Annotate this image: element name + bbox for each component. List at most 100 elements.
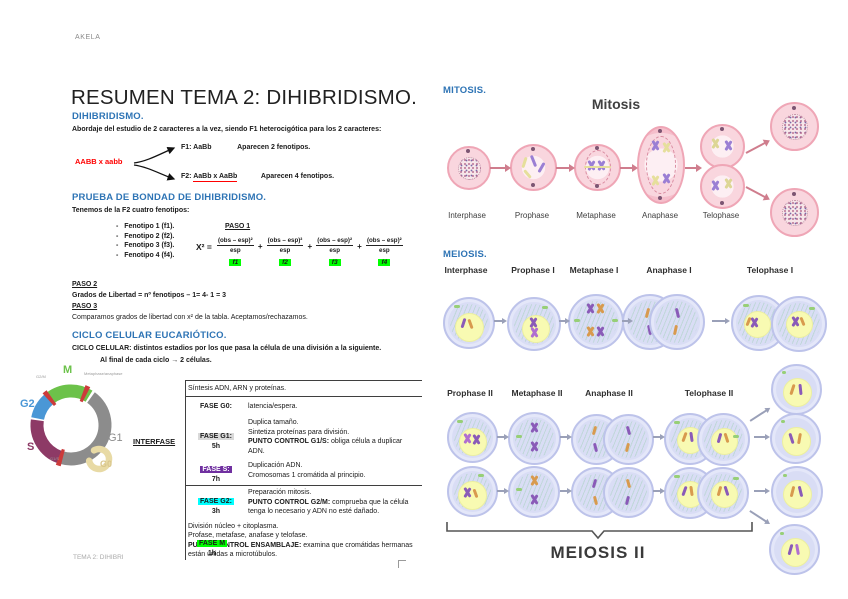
wheel-label-m: M bbox=[63, 364, 73, 376]
section-heading-dihibridismo: DIHIBRIDISMO. bbox=[72, 111, 144, 122]
meiosis-stage-label: Prophase I bbox=[511, 265, 555, 275]
stage-arrow bbox=[497, 488, 509, 493]
paso-2-label: PASO 2 bbox=[72, 281, 98, 288]
ciclo-def-bold: CICLO CELULAR: bbox=[72, 345, 132, 352]
formula-term: (obs – esp)² esp f1 bbox=[215, 237, 256, 266]
section-heading-meiosis: MEIOSIS. bbox=[443, 249, 487, 260]
paso-1-label: PASO 1 bbox=[225, 223, 251, 230]
chi-lhs: X² = bbox=[196, 242, 212, 252]
mitosis-daughter-cell-top bbox=[770, 102, 819, 151]
centrosome-dot bbox=[720, 201, 724, 205]
formula-term: (obs – esp)² esp f4 bbox=[364, 237, 405, 266]
centrosome-speck bbox=[542, 306, 548, 309]
desc-line: PUNTO CONTROL G1/S: obliga célula a dupl… bbox=[248, 437, 420, 456]
desc-text: examina que cromátidas hermanas están un… bbox=[188, 541, 413, 559]
centrosome-speck bbox=[674, 421, 680, 424]
fraction: (obs – esp)² esp bbox=[316, 237, 354, 254]
centrosome-speck bbox=[809, 307, 815, 310]
chromosome-mark bbox=[530, 475, 539, 486]
denominator: esp bbox=[329, 247, 340, 254]
stage-arrow bbox=[560, 434, 572, 439]
stage-arrow-diagonal-down bbox=[745, 186, 766, 199]
denominator: esp bbox=[379, 247, 390, 254]
centrosome-speck bbox=[516, 488, 522, 491]
chromosome-mark bbox=[584, 166, 611, 168]
meiosis-cell-interphase bbox=[443, 297, 495, 349]
meiosis-stage-label: Metaphase II bbox=[511, 388, 563, 398]
mitosis-daughter-cell-bottom bbox=[770, 188, 819, 237]
dihibridismo-intro: Abordaje del estudio de 2 caracteres a l… bbox=[72, 126, 382, 133]
centrosome-speck bbox=[454, 305, 460, 308]
desc-line: Duplica tamaño. bbox=[248, 419, 299, 426]
ciclo-def-text: distintos estadios por los que pasa la c… bbox=[131, 345, 382, 352]
paso-2-text: Grados de Libertad = nº fenotipos – 1= 4… bbox=[72, 292, 227, 299]
interfase-label: INTERFASE bbox=[133, 437, 176, 446]
list-item: - Fenotipo 4 (f4). bbox=[116, 251, 174, 261]
page-footer: TEMA 2: DIHIBRI bbox=[73, 554, 124, 561]
desc-line: Duplicación ADN. bbox=[248, 462, 303, 469]
f1-line: F1: AaBb Aparecen 2 fenotipos. bbox=[181, 143, 310, 153]
chromosome-mark bbox=[750, 317, 759, 328]
cross-branch-arrows bbox=[133, 146, 176, 181]
page-header: AKELA bbox=[75, 34, 101, 41]
fenotipo-list: - Fenotipo 1 (f1). - Fenotipo 2 (f2). - … bbox=[116, 222, 174, 260]
stage-arrow-diagonal-up bbox=[745, 141, 766, 154]
chromosome-mark bbox=[523, 169, 532, 179]
mitosis-stage-label: Prophase bbox=[514, 211, 550, 220]
formula-term: (obs – esp)² esp f2 bbox=[265, 237, 306, 266]
cell-nucleus bbox=[782, 427, 811, 456]
chromosome-mark bbox=[662, 173, 671, 184]
centrosome-dot bbox=[595, 184, 599, 188]
cell-nucleus bbox=[781, 538, 810, 567]
chromosome-mark bbox=[651, 175, 660, 186]
meiosis-cell-anaphase-2-a-right bbox=[603, 414, 654, 465]
f2-prefix: F2: bbox=[181, 173, 192, 180]
centrosome-dot bbox=[466, 149, 470, 153]
wheel-label-g1: G1 bbox=[108, 432, 123, 444]
stage-arrow bbox=[653, 488, 665, 493]
fase-m-duration: 1h bbox=[207, 550, 217, 557]
fenotipo-4: Fenotipo 4 (f4). bbox=[124, 251, 175, 259]
chromosome-mark bbox=[724, 178, 733, 189]
fraction: (obs – esp)² esp bbox=[216, 237, 254, 254]
punto-control-g1s: PUNTO CONTROL G1/S: bbox=[248, 438, 330, 445]
stage-arrow bbox=[620, 164, 638, 172]
mitosis-cell-telophase-top bbox=[700, 124, 745, 169]
chromosome-mark bbox=[662, 142, 671, 153]
denominator: esp bbox=[279, 247, 291, 254]
wheel-label-s: S bbox=[27, 441, 35, 453]
fenotipo-3: Fenotipo 3 (f3). bbox=[124, 242, 175, 249]
punto-control-g2m: PUNTO CONTROL G2/M: bbox=[248, 498, 331, 506]
desc-line: Cromosomas 1 cromátida al principio. bbox=[248, 471, 366, 479]
wheel-label-g2: G2 bbox=[20, 398, 35, 410]
fraction: (obs – esp)² esp bbox=[365, 237, 403, 254]
checkpoint-label-g2m: G2/M bbox=[36, 374, 46, 379]
centrosome-speck bbox=[783, 474, 787, 477]
section-heading-mitosis: MITOSIS. bbox=[443, 85, 487, 96]
spindle-fibers bbox=[646, 136, 676, 194]
fase-g1-duration: 5h bbox=[211, 442, 221, 450]
stage-arrow bbox=[712, 318, 730, 323]
numerator: (obs – esp)² bbox=[216, 237, 254, 246]
meiosis-stage-label: Telophase I bbox=[746, 265, 794, 275]
centrosome-dot bbox=[720, 127, 724, 131]
desc-line: Profase, metafase, anafase y telofase. bbox=[188, 532, 308, 539]
fase-g1-label: FASE G1: bbox=[198, 432, 234, 440]
mitosis-cell-anaphase bbox=[637, 126, 685, 204]
chromosome-mark bbox=[711, 180, 720, 191]
stage-arrow bbox=[622, 318, 633, 323]
cell-nucleus bbox=[782, 200, 808, 226]
centrosome-dot bbox=[595, 146, 599, 150]
plus-sign: + bbox=[307, 242, 313, 251]
cell-cycle-table: Síntesis ADN, ARN y proteínas. FASE G0: … bbox=[185, 380, 422, 560]
centrosome-dot bbox=[658, 196, 662, 200]
meiosis-cell-metaphase-2-a bbox=[508, 412, 561, 465]
page-title: RESUMEN TEMA 2: DIHIBRIDISMO. bbox=[71, 86, 418, 109]
f1-result: Aparecen 2 fenotipos. bbox=[237, 144, 311, 151]
fase-g2-desc: Preparación mitosis. PUNTO CONTROL G2/M:… bbox=[246, 486, 422, 519]
chromosome-mark bbox=[521, 156, 528, 169]
centrosome-dot bbox=[531, 147, 535, 151]
table-row-g2: FASE G2: 3h Preparación mitosis. PUNTO C… bbox=[186, 486, 422, 519]
desc-line: Preparación mitosis. bbox=[248, 489, 312, 496]
centrosome-speck bbox=[574, 319, 580, 322]
